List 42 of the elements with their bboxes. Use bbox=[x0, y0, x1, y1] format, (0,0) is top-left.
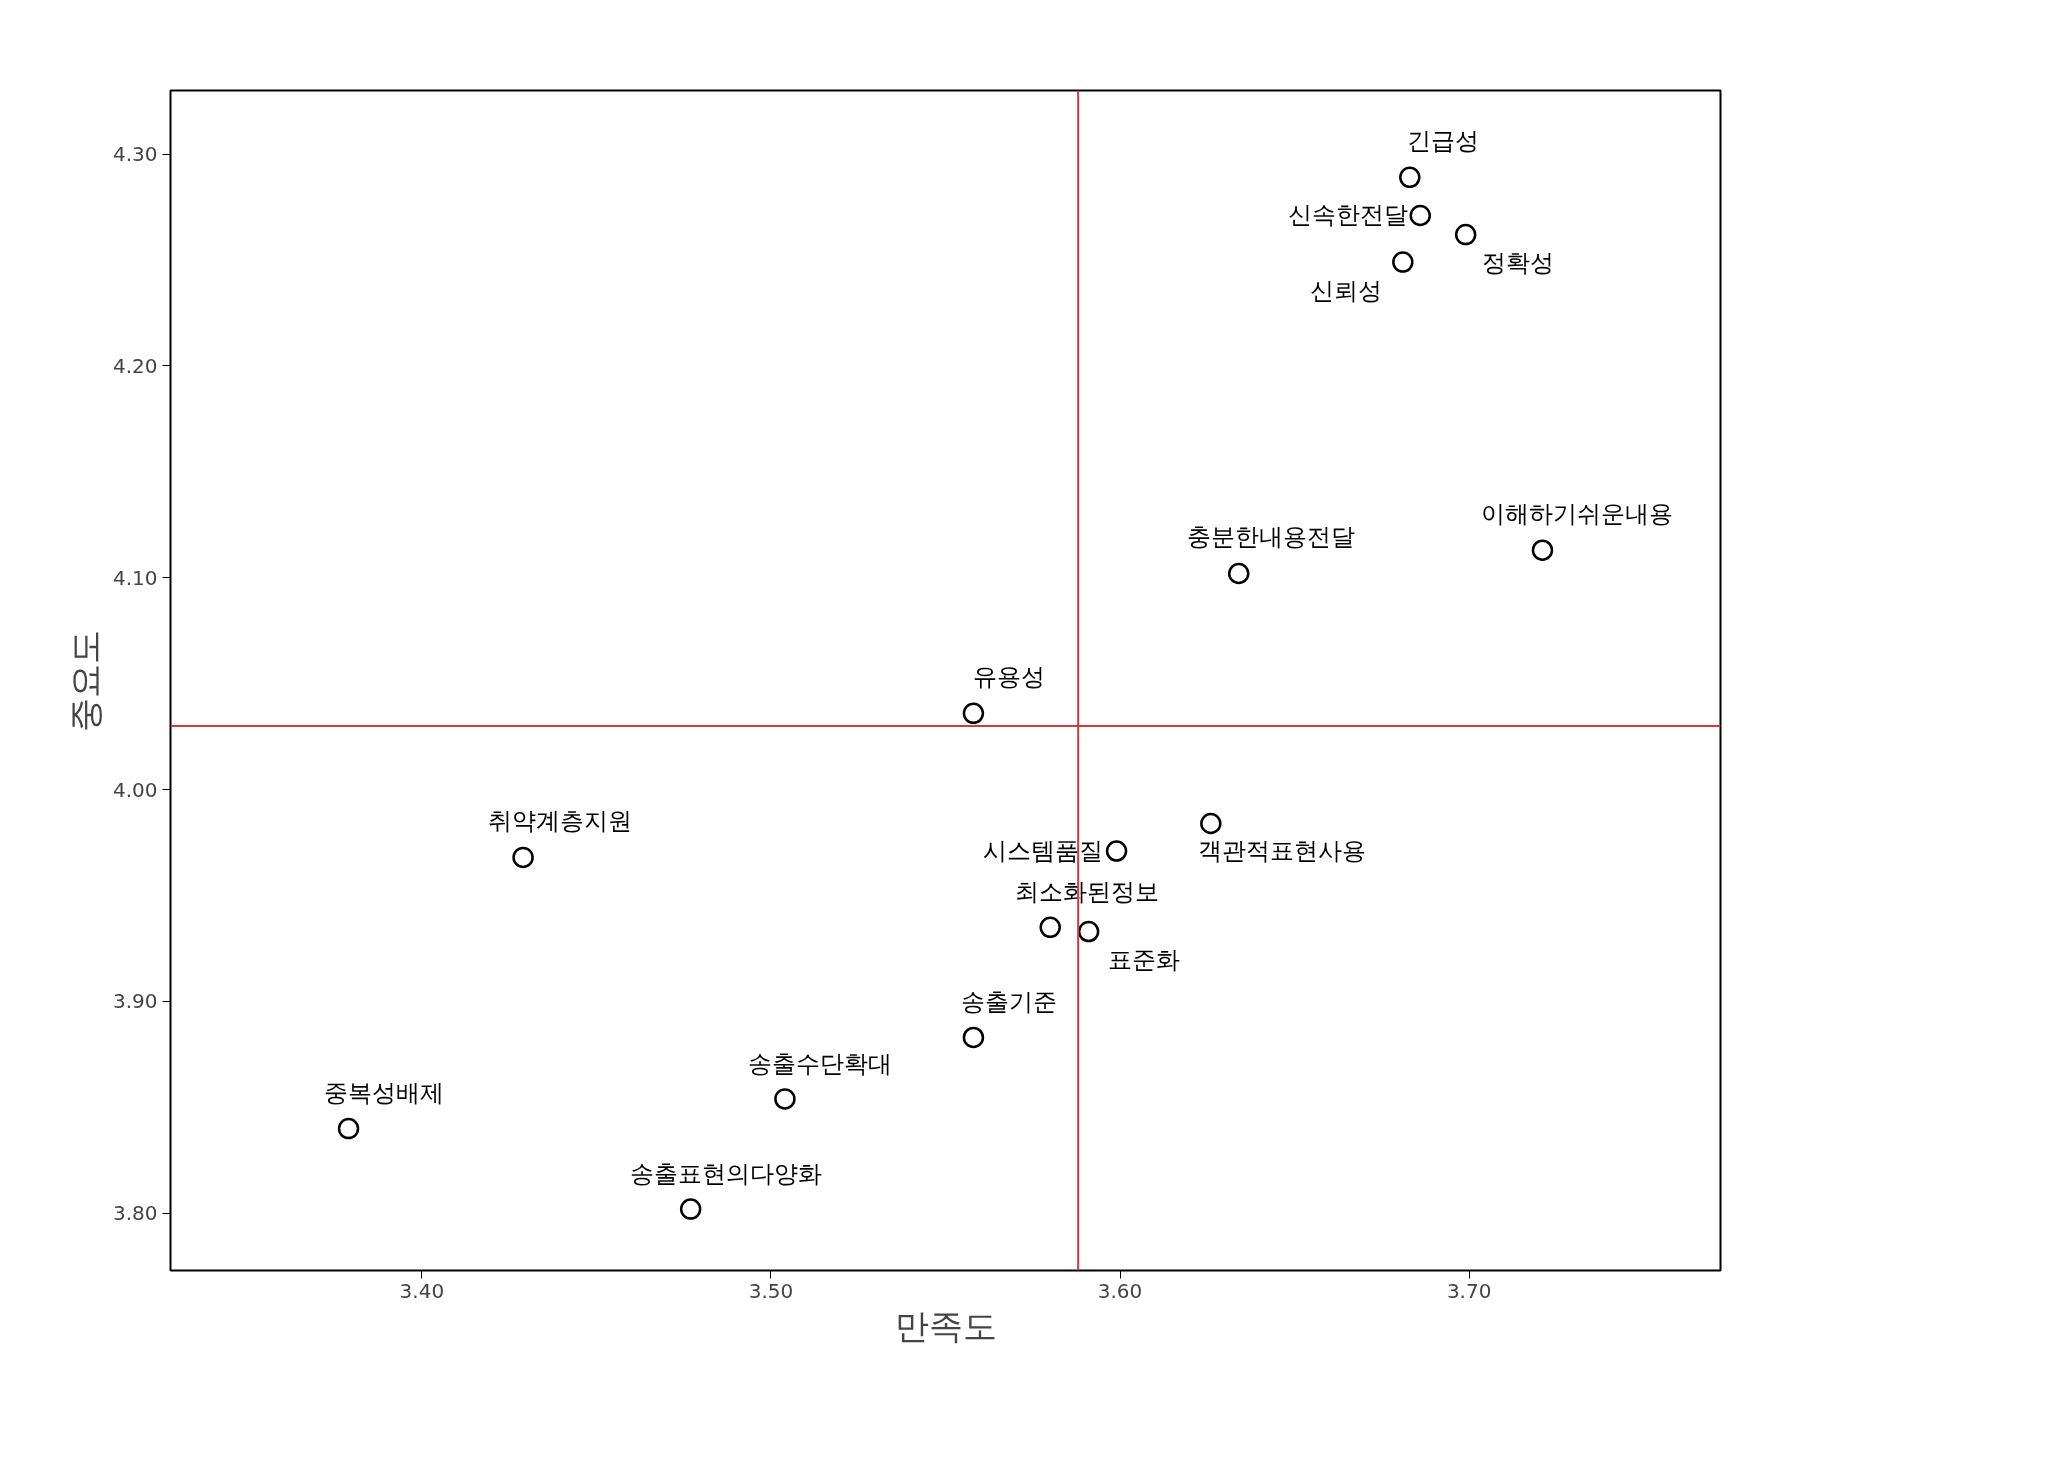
point bbox=[774, 1088, 796, 1110]
y-tick-label: 3.90 bbox=[112, 989, 158, 1014]
point bbox=[962, 702, 985, 725]
point bbox=[1409, 204, 1432, 227]
point bbox=[1392, 251, 1414, 273]
annotation: 신속한전달 bbox=[1288, 201, 1409, 230]
annotation: 유용성 bbox=[972, 662, 1045, 691]
point bbox=[1077, 920, 1100, 943]
point bbox=[1399, 166, 1421, 189]
point bbox=[1039, 916, 1061, 939]
annotation: 송출기준 bbox=[960, 988, 1057, 1017]
y-tick-label: 4.20 bbox=[112, 353, 158, 378]
annotation: 송출표현의다양화 bbox=[630, 1159, 823, 1188]
annotation: 긴급성 bbox=[1406, 126, 1479, 155]
point bbox=[1227, 562, 1250, 585]
y-tick-label: 4.10 bbox=[112, 565, 158, 590]
point bbox=[337, 1117, 360, 1140]
x-tick-label: 3.70 bbox=[1446, 1278, 1492, 1303]
point bbox=[1531, 539, 1554, 561]
x-tick-label: 3.60 bbox=[1097, 1278, 1143, 1303]
annotation: 취약계층지원 bbox=[487, 806, 632, 835]
annotation: 충분한내용전달 bbox=[1187, 522, 1356, 551]
annotation: 정확성 bbox=[1482, 249, 1555, 278]
annotation: 이해하기쉬운내용 bbox=[1480, 499, 1673, 528]
annotation: 신뢰성 bbox=[1310, 276, 1383, 305]
y-tick-label: 4.30 bbox=[112, 142, 158, 167]
point bbox=[679, 1198, 702, 1220]
annotation: 중복성배제 bbox=[323, 1079, 444, 1108]
point bbox=[512, 846, 534, 869]
point bbox=[1105, 840, 1128, 862]
y-tick-label: 3.80 bbox=[112, 1201, 158, 1226]
x-axis-title: 만족도 bbox=[894, 1305, 997, 1346]
point bbox=[962, 1026, 985, 1049]
annotation: 객관적표현사용 bbox=[1197, 837, 1366, 866]
point bbox=[1200, 812, 1222, 835]
x-tick-label: 3.50 bbox=[748, 1278, 794, 1303]
annotation: 표준화 bbox=[1107, 946, 1180, 975]
y-tick-label: 4.00 bbox=[112, 777, 158, 802]
point bbox=[1454, 223, 1477, 246]
y-axis-title: 중요도 bbox=[64, 629, 105, 732]
x-tick-label: 3.40 bbox=[399, 1278, 445, 1303]
annotation: 송출수단확대 bbox=[748, 1049, 893, 1078]
